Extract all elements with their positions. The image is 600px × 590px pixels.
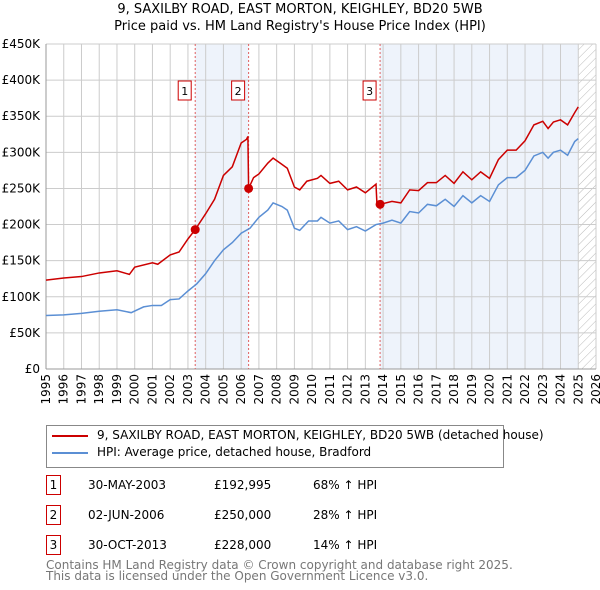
x-tick-label: 1996 (57, 374, 71, 405)
sale-number-box: 1 (46, 475, 61, 495)
x-tick-label: 2007 (252, 374, 266, 405)
legend: 9, SAXILBY ROAD, EAST MORTON, KEIGHLEY, … (46, 425, 544, 468)
sale-number-box: 2 (46, 505, 61, 525)
property-price-line (45, 106, 579, 281)
x-tick-label: 2006 (234, 374, 248, 405)
y-tick-label: £400K (2, 73, 42, 87)
sale-date: 30-OCT-2013 (88, 538, 167, 552)
sale-label: 2 (235, 85, 242, 98)
x-tick-label: 2001 (145, 374, 159, 405)
sale-price: £192,995 (214, 478, 272, 492)
sale-label: 3 (366, 85, 373, 98)
x-tick-label: 2023 (536, 374, 550, 405)
shaded-period (380, 44, 579, 369)
y-tick-label: £200K (2, 218, 42, 232)
x-tick-label: 2008 (270, 374, 284, 405)
x-tick-label: 2013 (358, 374, 372, 405)
x-tick-label: 2020 (483, 374, 497, 405)
y-tick-label: £150K (2, 254, 42, 268)
sale-number-box: 3 (46, 535, 61, 555)
x-tick-label: 2021 (500, 374, 514, 405)
y-tick-label: £350K (2, 109, 42, 123)
sale-point (375, 199, 385, 209)
x-tick-label: 2004 (199, 374, 213, 405)
x-tick-label: 2017 (429, 374, 443, 405)
x-tick-label: 1999 (110, 374, 124, 405)
sale-point (244, 183, 254, 193)
sale-price: £228,000 (214, 538, 272, 552)
x-tick-label: 2018 (447, 374, 461, 405)
x-tick-label: 2016 (412, 374, 426, 405)
x-tick-label: 2010 (305, 374, 319, 405)
x-tick-label: 2000 (128, 374, 142, 405)
x-tick-label: 2009 (287, 374, 301, 405)
x-tick-label: 2012 (341, 374, 355, 405)
sale-label-box (362, 80, 377, 101)
footer-licence: This data is licensed under the Open Gov… (46, 569, 429, 583)
x-tick-label: 2005 (216, 374, 230, 405)
legend-label-hpi: HPI: Average price, detached house, Brad… (97, 445, 372, 459)
forecast-hatch (578, 44, 596, 369)
sale-price: £250,000 (214, 508, 272, 522)
x-tick-label: 1997 (74, 374, 88, 405)
x-tick-label: 2022 (518, 374, 532, 405)
sale-point (190, 225, 200, 235)
sale-hpi-change: 68% ↑ HPI (313, 478, 378, 492)
x-tick-label: 2025 (571, 374, 585, 405)
price-chart: 1995 1996 1997 1998 1999 2000 2001 2002 2003 2004… (2, 37, 600, 405)
y-tick-label: £100K (2, 290, 42, 304)
sale-label-box (231, 80, 246, 101)
y-tick-label: £300K (2, 145, 42, 159)
x-tick-label: 2024 (554, 374, 568, 405)
sale-label-box (177, 80, 192, 101)
x-tick-label: 2026 (589, 374, 600, 405)
legend-swatch-hpi (52, 452, 88, 454)
chart-title: 9, SAXILBY ROAD, EAST MORTON, KEIGHLEY, … (117, 2, 483, 17)
y-tick-label: £50K (9, 326, 41, 340)
hpi-line (45, 138, 579, 317)
legend-swatch-property (52, 435, 88, 437)
x-tick-label: 2015 (394, 374, 408, 405)
sale-hpi-change: 28% ↑ HPI (313, 508, 378, 522)
x-tick-label: 2014 (376, 374, 390, 405)
x-tick-label: 1995 (39, 374, 53, 405)
x-tick-label: 2003 (181, 374, 195, 405)
legend-label-property: 9, SAXILBY ROAD, EAST MORTON, KEIGHLEY, … (97, 428, 544, 442)
footer-copyright: Contains HM Land Registry data © Crown c… (46, 558, 513, 572)
y-tick-label: £450K (2, 37, 42, 51)
sale-label: 1 (181, 85, 188, 98)
y-tick-label: £0 (25, 362, 40, 376)
x-tick-label: 2011 (323, 374, 337, 405)
sale-date: 02-JUN-2006 (88, 508, 165, 522)
x-tick-label: 2019 (465, 374, 479, 405)
sale-hpi-change: 14% ↑ HPI (313, 538, 378, 552)
x-tick-label: 1998 (92, 374, 106, 405)
chart-subtitle: Price paid vs. HM Land Registry's House … (114, 19, 486, 34)
sale-date: 30-MAY-2003 (88, 478, 167, 492)
x-tick-label: 2002 (163, 374, 177, 405)
y-tick-label: £250K (2, 181, 42, 195)
